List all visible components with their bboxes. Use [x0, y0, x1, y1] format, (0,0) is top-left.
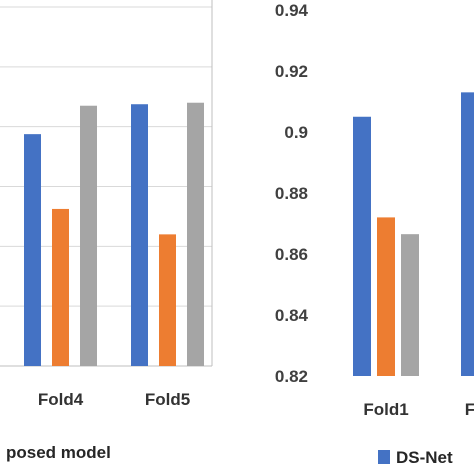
left-chart: Fold4 Fold5 posed model: [0, 0, 213, 462]
right-y-tick-label: 0.94: [275, 1, 309, 20]
right-y-tick-labels: 0.94 0.92 0.9 0.88 0.86 0.84 0.82: [275, 1, 309, 386]
left-legend-fragment: posed model: [6, 443, 111, 462]
left-bar-fold4-s3: [80, 105, 97, 366]
right-bar-f-s1: [461, 92, 474, 376]
left-category-label: Fold4: [38, 390, 84, 409]
right-bars: [353, 92, 474, 376]
left-bar-fold5-s1: [131, 104, 148, 367]
right-y-tick-label: 0.84: [275, 306, 309, 325]
right-bar-fold1-s2: [377, 217, 395, 376]
right-y-tick-label: 0.88: [275, 184, 308, 203]
left-bar-fold5-s3: [187, 102, 204, 366]
right-chart: 0.94 0.92 0.9 0.88 0.86 0.84 0.82 Fold1 F DS-Ne…: [275, 1, 474, 467]
legend-swatch-ds-net: [378, 450, 390, 464]
left-bar-fold4-s2: [52, 208, 69, 366]
right-category-label: Fold1: [363, 400, 408, 419]
right-y-tick-label: 0.82: [275, 367, 308, 386]
right-y-tick-label: 0.86: [275, 245, 308, 264]
left-bars: [24, 102, 204, 367]
left-bar-fold4-s1: [24, 134, 41, 366]
legend-label-ds-net: DS-Net: [396, 448, 453, 467]
right-y-tick-label: 0.9: [284, 123, 308, 142]
right-category-labels: Fold1 F: [363, 400, 474, 419]
left-bar-fold5-s2: [159, 234, 176, 366]
right-category-label: F: [465, 400, 474, 419]
right-bar-fold1-s1: [353, 116, 371, 376]
left-category-label: Fold5: [145, 390, 190, 409]
right-bar-fold1-s3: [401, 234, 419, 376]
right-y-tick-label: 0.92: [275, 62, 308, 81]
left-category-labels: Fold4 Fold5: [38, 390, 190, 409]
